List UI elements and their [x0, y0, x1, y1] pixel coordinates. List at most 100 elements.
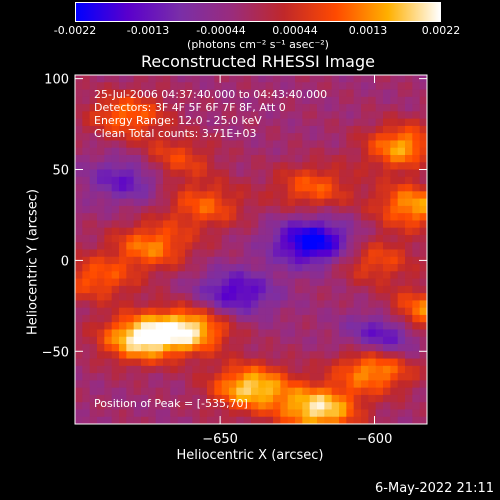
- heatmap-cell: [324, 111, 333, 120]
- heatmap-cell: [214, 358, 223, 367]
- heatmap-cell: [324, 285, 333, 294]
- heatmap-cell: [119, 409, 127, 418]
- heatmap-cell: [302, 394, 311, 403]
- heatmap-cell: [133, 256, 142, 265]
- heatmap-cell: [412, 198, 421, 207]
- heatmap-cell: [302, 125, 311, 134]
- heatmap-cell: [339, 358, 347, 367]
- heatmap-cell: [148, 133, 157, 141]
- heatmap-cell: [75, 205, 83, 214]
- heatmap-cell: [412, 278, 421, 287]
- heatmap-cell: [119, 191, 127, 199]
- heatmap-cell: [111, 409, 120, 418]
- heatmap-cell: [221, 220, 230, 229]
- heatmap-cell: [265, 365, 274, 374]
- heatmap-cell: [258, 133, 267, 141]
- heatmap-cell: [89, 227, 98, 236]
- heatmap-cell: [412, 351, 421, 359]
- heatmap-cell: [170, 344, 179, 352]
- heatmap-cell: [141, 169, 149, 178]
- heatmap-cell: [185, 184, 193, 192]
- heatmap-cell: [251, 111, 259, 120]
- heatmap-cell: [412, 380, 421, 389]
- heatmap-cell: [331, 416, 340, 425]
- heatmap-cell: [346, 264, 355, 272]
- heatmap-cell: [148, 234, 157, 243]
- heatmap-cell: [207, 176, 215, 185]
- heatmap-cell: [317, 220, 325, 229]
- heatmap-cell: [229, 329, 237, 338]
- heatmap-cell: [221, 314, 230, 323]
- heatmap-cell: [119, 351, 127, 359]
- heatmap-cell: [104, 191, 113, 199]
- heatmap-cell: [317, 329, 325, 338]
- heatmap-cell: [119, 322, 127, 330]
- heatmap-cell: [104, 213, 113, 221]
- heatmap-cell: [383, 133, 391, 141]
- heatmap-cell: [192, 300, 201, 309]
- heatmap-cell: [82, 162, 91, 170]
- heatmap-cell: [82, 176, 91, 185]
- heatmap-cell: [236, 154, 245, 163]
- heatmap-cell: [236, 314, 245, 323]
- heatmap-cell: [317, 365, 325, 374]
- heatmap-cell: [170, 285, 179, 294]
- heatmap-cell: [221, 344, 230, 352]
- heatmap-cell: [361, 402, 369, 410]
- heatmap-cell: [170, 351, 179, 359]
- heatmap-cell: [353, 322, 362, 330]
- heatmap-cell: [141, 365, 149, 374]
- x-tick-label: −600: [357, 432, 393, 447]
- heatmap-cell: [214, 373, 223, 381]
- heatmap-cell: [383, 125, 391, 134]
- heatmap-cell: [309, 234, 318, 243]
- heatmap-cell: [207, 344, 215, 352]
- heatmap-cell: [287, 249, 296, 258]
- heatmap-cell: [331, 96, 340, 105]
- heatmap-cell: [126, 409, 135, 418]
- heatmap-cell: [361, 242, 369, 250]
- heatmap-cell: [309, 198, 318, 207]
- heatmap-cell: [141, 416, 149, 425]
- heatmap-cell: [155, 300, 164, 309]
- heatmap-cell: [104, 169, 113, 178]
- heatmap-cell: [229, 409, 237, 418]
- heatmap-cell: [192, 402, 201, 410]
- heatmap-cell: [331, 249, 340, 258]
- heatmap-cell: [353, 154, 362, 163]
- heatmap-cell: [419, 365, 428, 374]
- heatmap-cell: [295, 271, 303, 279]
- heatmap-cell: [177, 242, 186, 250]
- heatmap-cell: [177, 147, 186, 156]
- heatmap-cell: [89, 184, 98, 192]
- heatmap-cell: [346, 191, 355, 199]
- heatmap-cell: [192, 278, 201, 287]
- heatmap-cell: [104, 307, 113, 316]
- heatmap-cell: [155, 191, 164, 199]
- heatmap-cell: [119, 314, 127, 323]
- heatmap-cell: [324, 133, 333, 141]
- heatmap-cell: [89, 322, 98, 330]
- heatmap-cell: [185, 256, 193, 265]
- heatmap-cell: [368, 89, 377, 98]
- heatmap-cell: [280, 329, 289, 338]
- heatmap-cell: [390, 75, 399, 83]
- heatmap-cell: [251, 234, 259, 243]
- heatmap-cell: [280, 96, 289, 105]
- heatmap-cell: [214, 104, 223, 112]
- heatmap-cell: [265, 213, 274, 221]
- heatmap-cell: [133, 358, 142, 367]
- heatmap-cell: [133, 264, 142, 272]
- heatmap-cell: [339, 409, 347, 418]
- heatmap-cell: [383, 82, 391, 90]
- heatmap-cell: [258, 264, 267, 272]
- heatmap-cell: [104, 104, 113, 112]
- heatmap-cell: [243, 96, 252, 105]
- heatmap-cell: [368, 154, 377, 163]
- heatmap-cell: [192, 104, 201, 112]
- heatmap-cell: [309, 96, 318, 105]
- heatmap-cell: [383, 184, 391, 192]
- heatmap-cell: [82, 365, 91, 374]
- heatmap-cell: [89, 111, 98, 120]
- heatmap-cell: [412, 162, 421, 170]
